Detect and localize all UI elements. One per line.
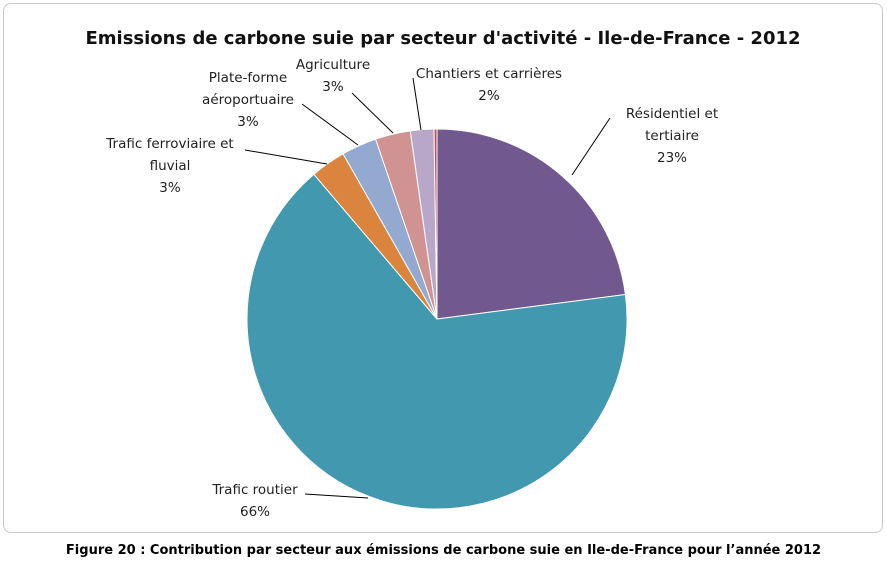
- slice-percent: 23%: [657, 150, 687, 166]
- slice-name: Trafic routier: [211, 482, 298, 498]
- slice-name: Trafic ferroviaire et: [105, 136, 233, 152]
- slice-label: Résidentiel et tertiaire 23%: [626, 106, 718, 166]
- slice-label: Agriculture 3%: [296, 57, 370, 95]
- slice-name: Chantiers et carrières: [416, 66, 562, 82]
- slice-percent: 3%: [159, 180, 181, 196]
- pie-slice: [436, 128, 626, 320]
- slice-labels: Résidentiel et tertiaire 23% Trafic routier…: [105, 57, 718, 520]
- slice-label: Trafic routier 66%: [211, 482, 298, 520]
- slice-percent: 3%: [237, 114, 259, 130]
- pie-slice: [433, 128, 438, 320]
- leader-line: [301, 103, 359, 146]
- pie-chart: Emissions de carbone suie par secteur d'…: [85, 28, 800, 520]
- slice-name: tertiaire: [645, 128, 699, 144]
- slice-name: fluvial: [150, 158, 191, 174]
- leader-lines: [244, 77, 611, 499]
- slice-label: Chantiers et carrières 2%: [416, 66, 562, 104]
- slice-label: Trafic ferroviaire et fluvial 3%: [105, 136, 233, 196]
- slice-name: Agriculture: [296, 57, 370, 73]
- leader-line: [412, 77, 422, 131]
- chart-title: Emissions de carbone suie par secteur d'…: [85, 28, 800, 49]
- slice-percent: 2%: [478, 88, 500, 104]
- pie-slices: [246, 128, 628, 510]
- leader-line: [351, 92, 394, 134]
- slice-percent: 66%: [240, 504, 270, 520]
- figure-caption: Figure 20 : Contribution par secteur aux…: [65, 543, 822, 558]
- slice-label: Plate-forme aéroportuaire 3%: [202, 70, 294, 130]
- pie-slice: [246, 173, 628, 510]
- slice-percent: 3%: [322, 79, 344, 95]
- slice-name: Plate-forme: [209, 70, 287, 86]
- leader-line: [244, 149, 328, 165]
- leader-line: [571, 117, 611, 176]
- slice-name: Résidentiel et: [626, 106, 718, 122]
- leader-line: [304, 493, 369, 499]
- slice-name: aéroportuaire: [202, 92, 294, 108]
